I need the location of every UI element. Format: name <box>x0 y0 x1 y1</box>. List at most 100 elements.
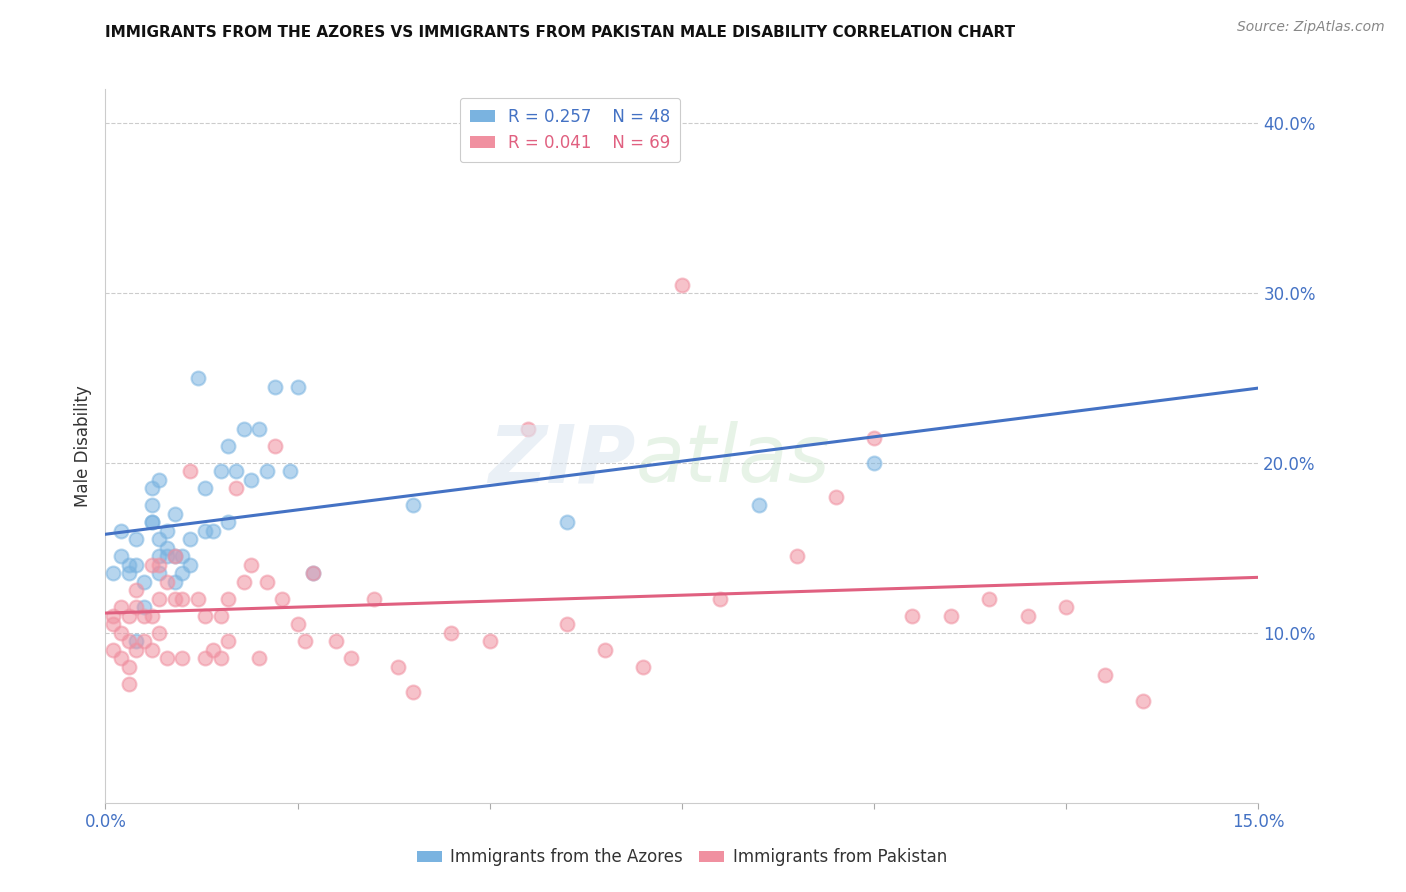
Point <box>209 608 232 623</box>
Point <box>278 465 301 479</box>
Point <box>302 566 325 581</box>
Point <box>163 507 186 521</box>
Point <box>125 533 148 547</box>
Point <box>748 499 770 513</box>
Point <box>141 516 163 530</box>
Point <box>110 524 132 538</box>
Point <box>202 643 225 657</box>
Point <box>256 465 278 479</box>
Point <box>240 473 263 487</box>
Point <box>148 473 170 487</box>
Point <box>163 549 186 564</box>
Point <box>217 516 239 530</box>
Point <box>271 591 294 606</box>
Point <box>202 524 225 538</box>
Point <box>1094 668 1116 682</box>
Point <box>555 617 578 632</box>
Point <box>517 422 540 436</box>
Point <box>824 490 846 504</box>
Point <box>217 439 239 453</box>
Point <box>117 558 139 572</box>
Point <box>240 558 263 572</box>
Point <box>125 583 148 598</box>
Point <box>172 591 194 606</box>
Text: IMMIGRANTS FROM THE AZORES VS IMMIGRANTS FROM PAKISTAN MALE DISABILITY CORRELATI: IMMIGRANTS FROM THE AZORES VS IMMIGRANTS… <box>105 25 1015 40</box>
Point <box>287 379 309 393</box>
Point <box>110 626 132 640</box>
Point <box>117 608 139 623</box>
Point <box>110 549 132 564</box>
Point <box>939 608 962 623</box>
Point <box>325 634 347 648</box>
Point <box>132 608 155 623</box>
Point <box>125 558 148 572</box>
Point <box>263 379 285 393</box>
Point <box>1054 600 1077 615</box>
Point <box>179 465 201 479</box>
Y-axis label: Male Disability: Male Disability <box>73 385 91 507</box>
Point <box>141 499 163 513</box>
Text: atlas: atlas <box>636 421 831 500</box>
Point <box>148 549 170 564</box>
Point <box>340 651 363 665</box>
Point <box>148 626 170 640</box>
Point <box>179 533 201 547</box>
Point <box>148 533 170 547</box>
Point <box>287 617 309 632</box>
Point <box>232 574 254 589</box>
Point <box>1132 694 1154 708</box>
Point <box>709 591 731 606</box>
Point <box>256 574 278 589</box>
Point <box>172 549 194 564</box>
Point <box>863 430 886 444</box>
Point <box>593 643 616 657</box>
Point <box>247 651 270 665</box>
Text: ZIP: ZIP <box>488 421 636 500</box>
Point <box>117 566 139 581</box>
Point <box>148 591 170 606</box>
Point <box>148 558 170 572</box>
Point <box>209 651 232 665</box>
Point <box>156 549 179 564</box>
Point <box>101 643 124 657</box>
Point <box>156 574 179 589</box>
Point <box>194 482 217 496</box>
Point <box>148 566 170 581</box>
Point <box>125 643 148 657</box>
Point <box>172 566 194 581</box>
Point <box>101 608 124 623</box>
Point <box>194 608 217 623</box>
Point <box>302 566 325 581</box>
Point <box>117 660 139 674</box>
Point <box>110 651 132 665</box>
Point <box>247 422 270 436</box>
Point <box>117 634 139 648</box>
Point <box>440 626 463 640</box>
Point <box>187 591 209 606</box>
Point <box>117 677 139 691</box>
Point <box>786 549 808 564</box>
Point <box>156 541 179 555</box>
Point <box>141 516 163 530</box>
Point <box>141 482 163 496</box>
Point <box>125 600 148 615</box>
Point <box>141 608 163 623</box>
Point <box>141 643 163 657</box>
Point <box>125 634 148 648</box>
Point <box>179 558 201 572</box>
Point <box>263 439 285 453</box>
Point <box>1017 608 1039 623</box>
Point <box>225 482 247 496</box>
Point <box>163 591 186 606</box>
Point <box>163 574 186 589</box>
Point <box>141 558 163 572</box>
Point <box>194 524 217 538</box>
Point <box>478 634 501 648</box>
Point <box>132 574 155 589</box>
Point <box>232 422 254 436</box>
Point <box>132 634 155 648</box>
Point <box>901 608 924 623</box>
Point <box>209 465 232 479</box>
Text: Source: ZipAtlas.com: Source: ZipAtlas.com <box>1237 20 1385 34</box>
Point <box>101 617 124 632</box>
